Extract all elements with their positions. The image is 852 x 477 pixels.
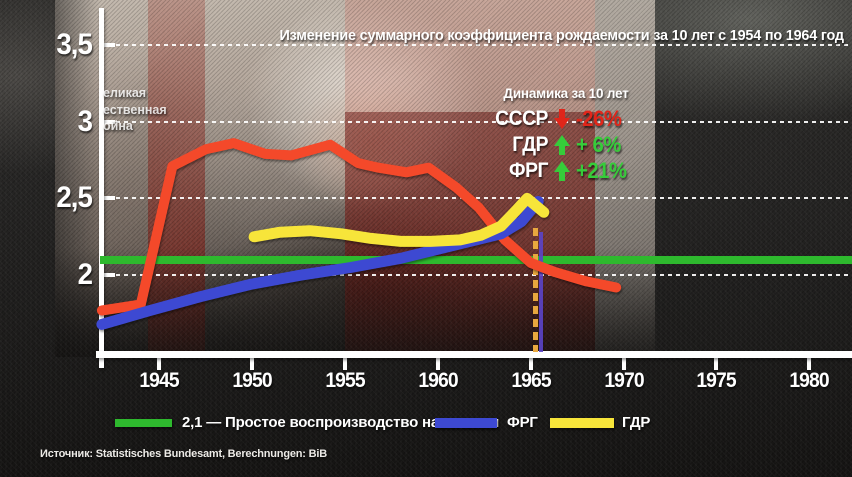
x-axis-tick: [714, 357, 719, 370]
war-annotation-line: еликая: [103, 86, 147, 100]
year-1965-solid-marker: [538, 232, 543, 352]
gridline: [100, 274, 852, 277]
x-axis-tick: [528, 357, 533, 370]
x-axis-tick: [435, 357, 440, 370]
chart-title: Изменение суммарного коэффициента рождае…: [279, 27, 845, 44]
war-annotation: еликая ественная ойна: [103, 85, 167, 135]
stat-value: -26%: [576, 106, 622, 131]
x-axis: [96, 351, 852, 358]
x-axis-tick: [621, 357, 626, 370]
gridline: [100, 43, 852, 46]
up-arrow-icon: [548, 161, 576, 181]
year-1965-dashed-marker: [532, 228, 538, 352]
stat-row-frg: ФРГ +21%: [478, 158, 654, 184]
gridline: [100, 120, 852, 123]
series-line-СССР: [96, 138, 622, 316]
photo-pink-top: [345, 0, 595, 112]
source-note: Источник: Statistisches Bundesamt, Berec…: [40, 448, 327, 460]
y-axis-tick: [103, 119, 115, 124]
x-axis-tick: [343, 357, 348, 370]
x-axis-tick: [250, 357, 255, 370]
down-arrow-icon: [548, 109, 576, 129]
y-axis-tick: [103, 42, 115, 47]
x-axis-tick: [157, 357, 162, 370]
stat-label: ГДР: [512, 133, 548, 156]
y-axis-tick: [103, 196, 115, 201]
series-line-ГДР: [248, 192, 550, 247]
stat-value: +21%: [576, 158, 627, 183]
stat-label: ФРГ: [509, 159, 548, 182]
up-arrow-icon: [548, 135, 576, 155]
x-axis-tick: [807, 357, 812, 370]
war-annotation-line: ественная: [103, 102, 167, 117]
series-line-ФРГ: [96, 196, 544, 330]
replacement-level-line: [100, 255, 852, 264]
stat-row-gdr: ГДР + 6%: [478, 132, 654, 158]
dynamics-panel: Динамика за 10 лет СССР -26% ГДР + 6% ФР…: [478, 86, 654, 184]
y-axis-tick: [103, 273, 115, 278]
y-axis: [99, 8, 104, 368]
stat-value: + 6%: [576, 132, 621, 157]
stat-row-ussr: СССР -26%: [478, 106, 654, 132]
war-annotation-line: ойна: [103, 119, 133, 133]
stat-label: СССР: [495, 107, 548, 130]
dynamics-panel-title: Динамика за 10 лет: [503, 86, 629, 101]
